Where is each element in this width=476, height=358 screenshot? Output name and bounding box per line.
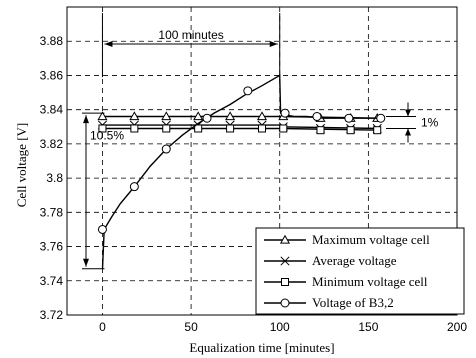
x-tick-label: 100 xyxy=(270,320,290,334)
x-tick-label: 150 xyxy=(358,320,378,334)
duration-arrowhead-right xyxy=(269,41,278,47)
data-point-square xyxy=(346,126,355,135)
data-point-circle xyxy=(280,108,290,118)
data-point-triangle xyxy=(225,111,236,121)
series-square xyxy=(98,124,382,135)
data-point-triangle xyxy=(129,111,140,121)
data-point-square xyxy=(98,124,107,133)
y-axis-ticks: 3.72 3.74 3.76 3.78 3.8 3.82 3.84 3.86 3.88 xyxy=(40,34,64,322)
data-point-circle xyxy=(129,182,139,192)
y-tick-label: 3.8 xyxy=(46,171,63,185)
legend: Maximum voltage cell Average voltage Minim… xyxy=(255,227,465,315)
data-point-square xyxy=(279,124,288,133)
x-axis-ticks: 0 50 100 150 200 xyxy=(99,320,467,334)
series-circle xyxy=(97,74,386,269)
data-point-circle xyxy=(202,113,212,123)
y-axis-title: Cell voltage [V] xyxy=(14,123,29,207)
data-point-x-stroke xyxy=(280,256,290,266)
legend-item: Voltage of B3,2 xyxy=(264,295,394,310)
data-point-square xyxy=(316,126,325,135)
data-point-square xyxy=(162,124,171,133)
x-tick-label: 50 xyxy=(184,320,198,334)
data-point-circle xyxy=(97,224,107,234)
spread-after-arrowhead-top xyxy=(405,109,411,117)
y-tick-label: 3.86 xyxy=(40,68,64,82)
legend-item: Average voltage xyxy=(264,253,397,268)
series-line xyxy=(102,127,381,131)
data-point-triangle xyxy=(193,111,204,121)
data-point-x xyxy=(280,256,290,266)
legend-item: Minimum voltage cell xyxy=(264,274,428,289)
series-line xyxy=(102,115,381,119)
series-lines xyxy=(97,74,386,269)
y-tick-label: 3.74 xyxy=(40,274,64,288)
data-point-triangle xyxy=(161,111,172,121)
series-triangle xyxy=(97,111,383,122)
spread-before-label: 10.5% xyxy=(90,129,124,143)
legend-label: Maximum voltage cell xyxy=(312,232,430,247)
x-axis-title: Equalization time [minutes] xyxy=(189,340,334,355)
data-point-triangle xyxy=(256,111,268,121)
plot-frame xyxy=(66,6,458,316)
legend-item: Maximum voltage cell xyxy=(264,232,430,247)
y-tick-label: 3.88 xyxy=(40,34,64,48)
data-point-square xyxy=(130,124,139,133)
data-point-square xyxy=(281,278,289,286)
data-point-circle xyxy=(243,86,253,96)
legend-label: Voltage of B3,2 xyxy=(312,295,394,310)
y-tick-label: 3.76 xyxy=(40,240,64,254)
legend-label: Average voltage xyxy=(312,253,397,268)
x-tick-label: 0 xyxy=(99,320,106,334)
spread-after-arrowhead-bottom xyxy=(405,128,411,136)
data-point-circle xyxy=(344,113,354,123)
data-point-circle xyxy=(280,298,290,308)
x-tick-label: 200 xyxy=(447,320,467,334)
data-point-circle xyxy=(161,144,171,154)
y-tick-label: 3.82 xyxy=(40,137,64,151)
data-point-circle xyxy=(312,112,322,122)
spread-before-arrowhead-top xyxy=(83,115,89,124)
spread-after-label: 1% xyxy=(421,116,439,130)
data-point-triangle xyxy=(279,234,291,244)
duration-arrowhead-left xyxy=(104,41,113,47)
duration-label: 100 minutes xyxy=(158,28,223,42)
data-point-triangle xyxy=(97,111,108,121)
y-tick-label: 3.78 xyxy=(40,205,64,219)
series-x xyxy=(97,120,382,134)
spread-before-arrowhead-bottom xyxy=(83,258,89,267)
y-tick-label: 3.72 xyxy=(40,308,64,322)
data-point-square xyxy=(373,126,382,135)
legend-box xyxy=(255,227,465,315)
legend-label: Minimum voltage cell xyxy=(312,274,428,289)
annotations: 100 minutes 10.5% 1% xyxy=(82,13,439,270)
data-point-circle xyxy=(376,113,386,123)
data-point-square xyxy=(226,124,235,133)
y-tick-label: 3.84 xyxy=(40,103,64,117)
data-point-square xyxy=(258,124,266,133)
data-point-square xyxy=(194,124,203,133)
